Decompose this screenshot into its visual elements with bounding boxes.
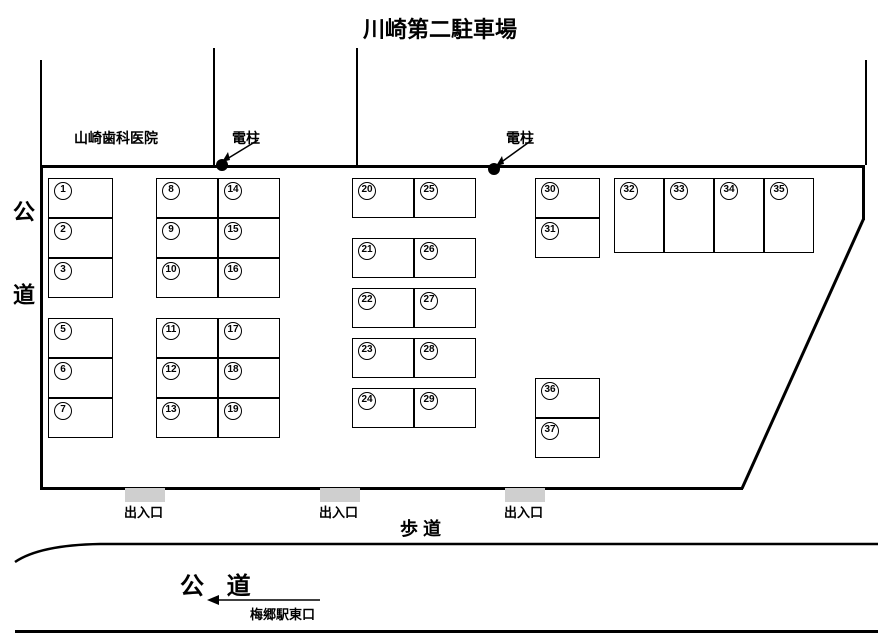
spot-25: 25 [414, 178, 476, 218]
spot-34: 34 [714, 178, 764, 253]
parking-map-canvas: 川崎第二駐車場 公 道 山崎歯科医院 電柱 電柱 1 2 3 5 6 7 8 1… [0, 0, 880, 643]
spot-20: 20 [352, 178, 414, 218]
upper-line [865, 60, 867, 165]
lot-border-left [40, 165, 43, 490]
spot-14: 14 [218, 178, 280, 218]
spot-19: 19 [218, 398, 280, 438]
spot-26: 26 [414, 238, 476, 278]
spot-11: 11 [156, 318, 218, 358]
upper-line [40, 60, 42, 165]
station-label: 梅郷駅東口 [250, 604, 315, 623]
spot-16: 16 [218, 258, 280, 298]
gate-3 [505, 488, 545, 502]
spot-17: 17 [218, 318, 280, 358]
spot-15: 15 [218, 218, 280, 258]
spot-1: 1 [48, 178, 113, 218]
spot-13: 13 [156, 398, 218, 438]
spot-33: 33 [664, 178, 714, 253]
spot-2: 2 [48, 218, 113, 258]
spot-9: 9 [156, 218, 218, 258]
spot-6: 6 [48, 358, 113, 398]
spot-27: 27 [414, 288, 476, 328]
lot-border-top [40, 165, 865, 168]
gate-2 [320, 488, 360, 502]
spot-8: 8 [156, 178, 218, 218]
spot-29: 29 [414, 388, 476, 428]
spot-10: 10 [156, 258, 218, 298]
upper-line [356, 48, 358, 165]
spot-31: 31 [535, 218, 600, 258]
spot-32: 32 [614, 178, 664, 253]
spot-5: 5 [48, 318, 113, 358]
spot-30: 30 [535, 178, 600, 218]
spot-37: 37 [535, 418, 600, 458]
pole-dot-2 [488, 163, 500, 175]
spot-35: 35 [764, 178, 814, 253]
gate-label-3: 出入口 [504, 502, 543, 521]
spot-36: 36 [535, 378, 600, 418]
spot-12: 12 [156, 358, 218, 398]
spot-28: 28 [414, 338, 476, 378]
gate-label-1: 出入口 [124, 502, 163, 521]
gate-1 [125, 488, 165, 502]
spot-24: 24 [352, 388, 414, 428]
road-label-left: 公 道 [6, 200, 38, 323]
lot-border-right-top [862, 165, 865, 220]
page-title: 川崎第二駐車場 [0, 12, 880, 44]
spot-18: 18 [218, 358, 280, 398]
spot-22: 22 [352, 288, 414, 328]
spot-7: 7 [48, 398, 113, 438]
spot-21: 21 [352, 238, 414, 278]
sidewalk-label: 歩 道 [400, 515, 441, 541]
spot-23: 23 [352, 338, 414, 378]
road-line-lower [15, 630, 878, 633]
pole-dot-1 [216, 159, 228, 171]
gate-label-2: 出入口 [319, 502, 358, 521]
spot-3: 3 [48, 258, 113, 298]
landmark-label: 山崎歯科医院 [74, 128, 158, 148]
